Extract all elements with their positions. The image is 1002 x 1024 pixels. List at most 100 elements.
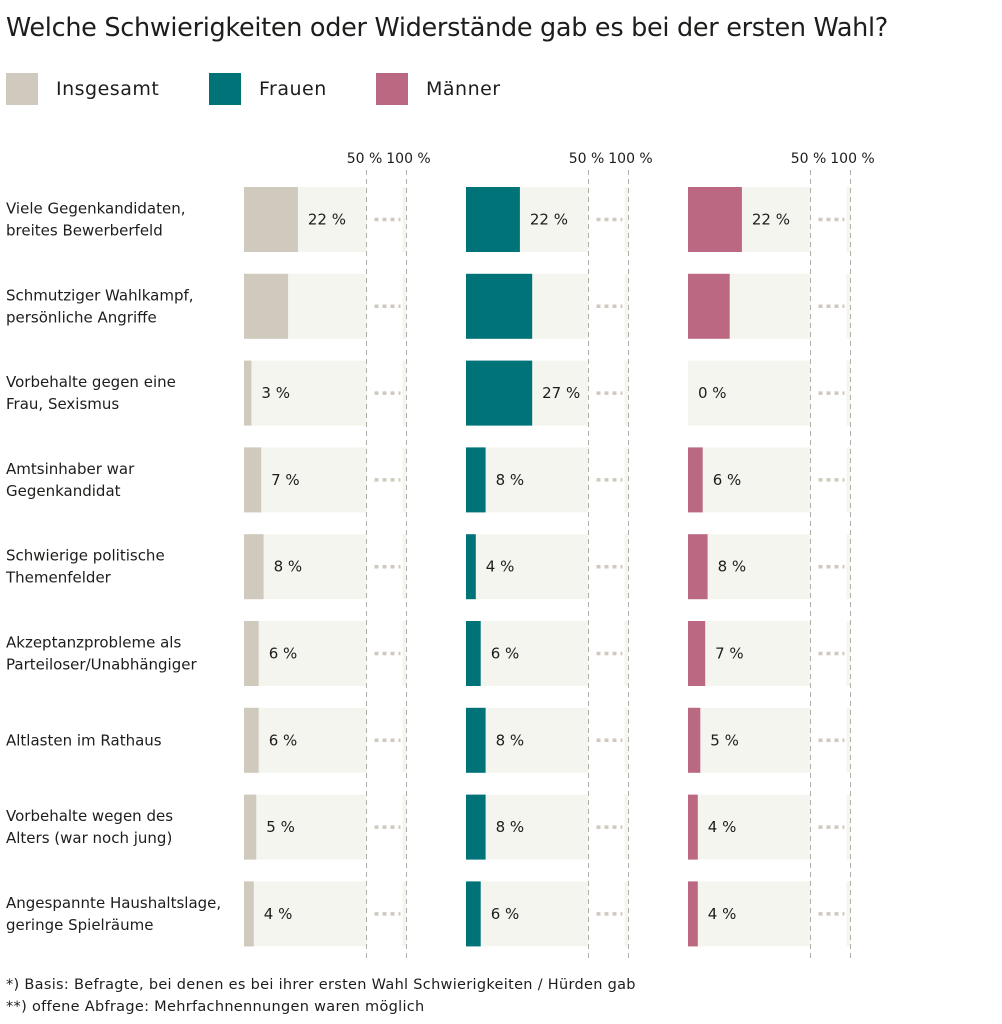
track-frauen-4	[466, 447, 589, 513]
bar-insgesamt-8	[244, 794, 257, 860]
track-end-mnner-1	[846, 187, 851, 252]
track-insgesamt-6	[244, 621, 367, 686]
value-label-frauen-9: 6 %	[491, 905, 520, 923]
track-insgesamt-5	[244, 534, 367, 600]
value-label-mnner-9: 4 %	[708, 905, 737, 923]
legend-label-frauen: Frauen	[259, 78, 327, 100]
bar-insgesamt-6	[244, 621, 259, 686]
row-label-3-line-1: Vorbehalte gegen eine	[6, 373, 176, 391]
track-insgesamt-9	[244, 881, 367, 947]
tick-label-100-mnner: 100 %	[830, 151, 874, 167]
track-end-mnner-4	[846, 447, 851, 513]
chart-title: Welche Schwierigkeiten oder Widerstände …	[6, 13, 889, 43]
tick-label-100-frauen: 100 %	[608, 151, 652, 167]
track-mnner-3	[688, 360, 811, 426]
track-frauen-9	[466, 881, 589, 947]
bar-insgesamt-2	[244, 273, 289, 339]
value-label-mnner-8: 4 %	[708, 818, 737, 836]
track-insgesamt-8	[244, 794, 367, 860]
bar-insgesamt-1	[244, 187, 298, 252]
track-end-insgesamt-1	[402, 187, 407, 252]
bar-frauen-5	[466, 534, 476, 600]
track-frauen-5	[466, 534, 589, 600]
value-label-insgesamt-3: 3 %	[261, 384, 290, 402]
tick-label-50-mnner: 50 %	[791, 151, 827, 167]
legend-label-maenner: Männer	[426, 78, 501, 100]
row-label-6-line-2: Parteiloser/Unabhängiger	[6, 656, 197, 674]
value-label-frauen-6: 6 %	[491, 645, 520, 663]
track-mnner-7	[688, 707, 811, 773]
footnote-basis: *) Basis: Befragte, bei denen es bei ihr…	[6, 977, 636, 993]
track-end-insgesamt-2	[402, 273, 407, 339]
value-label-frauen-1: 22 %	[530, 211, 568, 229]
track-end-frauen-6	[624, 621, 629, 686]
value-label-mnner-4: 6 %	[713, 471, 742, 489]
track-end-mnner-7	[846, 707, 851, 773]
row-label-9-line-2: geringe Spielräume	[6, 916, 153, 934]
value-label-mnner-3: 0 %	[698, 384, 727, 402]
track-end-frauen-3	[624, 360, 629, 426]
row-label-8-line-2: Alters (war noch jung)	[6, 829, 172, 847]
track-end-frauen-7	[624, 707, 629, 773]
value-label-insgesamt-4: 7 %	[271, 471, 300, 489]
value-label-frauen-7: 8 %	[496, 731, 525, 749]
value-label-frauen-8: 8 %	[496, 818, 525, 836]
track-frauen-8	[466, 794, 589, 860]
track-end-frauen-1	[624, 187, 629, 252]
tick-label-50-insgesamt: 50 %	[347, 151, 383, 167]
bar-insgesamt-9	[244, 881, 254, 947]
bar-frauen-3	[466, 360, 533, 426]
bar-frauen-7	[466, 707, 486, 773]
bar-insgesamt-7	[244, 707, 259, 773]
track-end-insgesamt-6	[402, 621, 407, 686]
track-end-frauen-5	[624, 534, 629, 600]
track-mnner-5	[688, 534, 811, 600]
bar-insgesamt-3	[244, 360, 252, 426]
legend-swatch-insgesamt	[6, 73, 38, 105]
legend-label-insgesamt: Insgesamt	[56, 78, 160, 100]
footnote-abfrage: **) offene Abfrage: Mehrfachnennungen wa…	[6, 999, 425, 1015]
track-end-mnner-3	[846, 360, 851, 426]
value-label-mnner-6: 7 %	[715, 645, 744, 663]
bar-mnner-7	[688, 707, 701, 773]
legend-swatch-frauen	[209, 73, 241, 105]
track-frauen-6	[466, 621, 589, 686]
value-label-frauen-3: 27 %	[542, 384, 580, 402]
bar-frauen-9	[466, 881, 481, 947]
track-mnner-9	[688, 881, 811, 947]
track-end-mnner-8	[846, 794, 851, 860]
bar-mnner-2	[688, 273, 730, 339]
bar-frauen-6	[466, 621, 481, 686]
value-label-insgesamt-6: 6 %	[269, 645, 298, 663]
row-label-6-line-1: Akzeptanzprobleme als	[6, 634, 181, 652]
value-label-mnner-5: 8 %	[718, 558, 747, 576]
track-end-frauen-4	[624, 447, 629, 513]
track-insgesamt-7	[244, 707, 367, 773]
row-label-2-line-2: persönliche Angriffe	[6, 308, 157, 326]
track-end-insgesamt-7	[402, 707, 407, 773]
value-label-mnner-7: 5 %	[710, 731, 739, 749]
value-label-insgesamt-1: 22 %	[308, 211, 346, 229]
bar-mnner-5	[688, 534, 708, 600]
value-label-frauen-4: 8 %	[496, 471, 525, 489]
track-end-insgesamt-4	[402, 447, 407, 513]
bar-mnner-4	[688, 447, 703, 513]
bar-mnner-6	[688, 621, 706, 686]
bar-frauen-2	[466, 273, 533, 339]
track-end-mnner-6	[846, 621, 851, 686]
bar-frauen-4	[466, 447, 486, 513]
track-frauen-7	[466, 707, 589, 773]
track-end-insgesamt-9	[402, 881, 407, 947]
tick-label-100-insgesamt: 100 %	[386, 151, 430, 167]
track-end-insgesamt-8	[402, 794, 407, 860]
value-label-frauen-5: 4 %	[486, 558, 515, 576]
row-label-8-line-1: Vorbehalte wegen des	[6, 807, 173, 825]
bar-insgesamt-4	[244, 447, 262, 513]
row-label-4-line-2: Gegenkandidat	[6, 482, 121, 500]
bar-chart: Viele Gegenkandidaten, breites Bewerberfe…	[5, 151, 875, 960]
value-label-insgesamt-5: 8 %	[274, 558, 303, 576]
row-label-9-line-1: Angespannte Haushaltslage,	[6, 894, 221, 912]
legend-swatch-maenner	[376, 73, 408, 105]
bar-mnner-9	[688, 881, 698, 947]
value-label-insgesamt-7: 6 %	[269, 731, 298, 749]
